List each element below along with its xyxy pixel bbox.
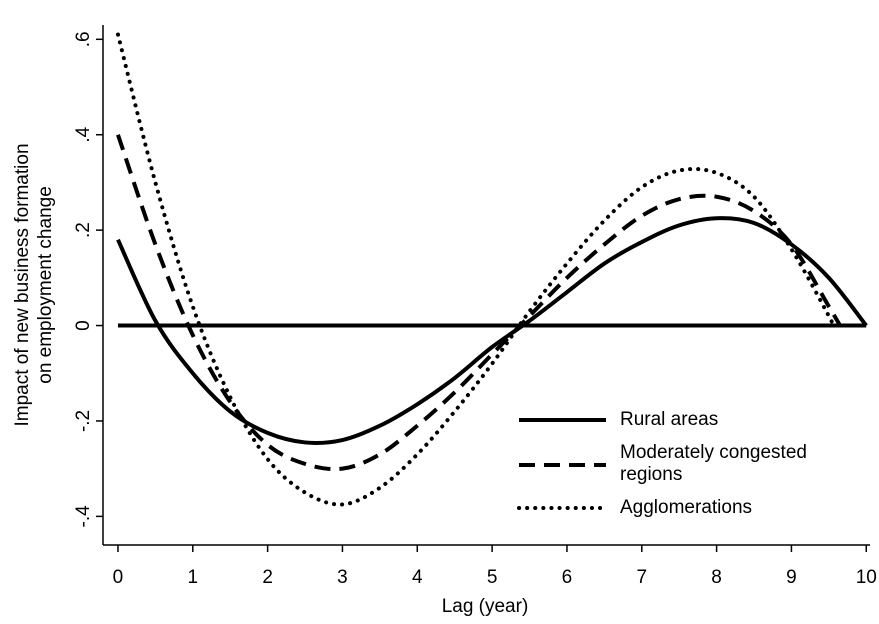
y-tick-label: .4: [73, 126, 94, 142]
x-tick-label: 2: [262, 567, 273, 588]
y-tick-label: -.4: [73, 505, 94, 528]
x-tick-label: 10: [856, 567, 877, 588]
y-axis-title: Impact of new business formation: [12, 143, 33, 426]
series-line: [116, 134, 842, 472]
legend-label: Agglomerations: [620, 497, 753, 518]
x-tick-label: 8: [711, 567, 722, 588]
y-tick-label: .6: [73, 31, 94, 47]
x-tick-label: 1: [188, 567, 199, 588]
x-tick-label: 4: [412, 567, 423, 588]
x-tick-label: 7: [636, 567, 647, 588]
x-tick-label: 6: [562, 567, 573, 588]
x-tick-label: 9: [786, 567, 797, 588]
series-line: [115, 32, 836, 507]
x-tick-label: 3: [337, 567, 348, 588]
legend-label: Rural areas: [620, 409, 719, 430]
x-tick-label: 5: [487, 567, 498, 588]
y-tick-label: .2: [73, 222, 94, 238]
legend-label: Moderately congested regions: [620, 442, 807, 485]
y-tick-label: -.2: [73, 410, 94, 432]
series-line: [116, 216, 868, 445]
x-axis-title: Lag (year): [442, 596, 529, 617]
y-tick-label: 0: [73, 320, 94, 331]
y-axis-title: on employment change: [35, 186, 56, 384]
x-tick-label: 0: [113, 567, 124, 588]
